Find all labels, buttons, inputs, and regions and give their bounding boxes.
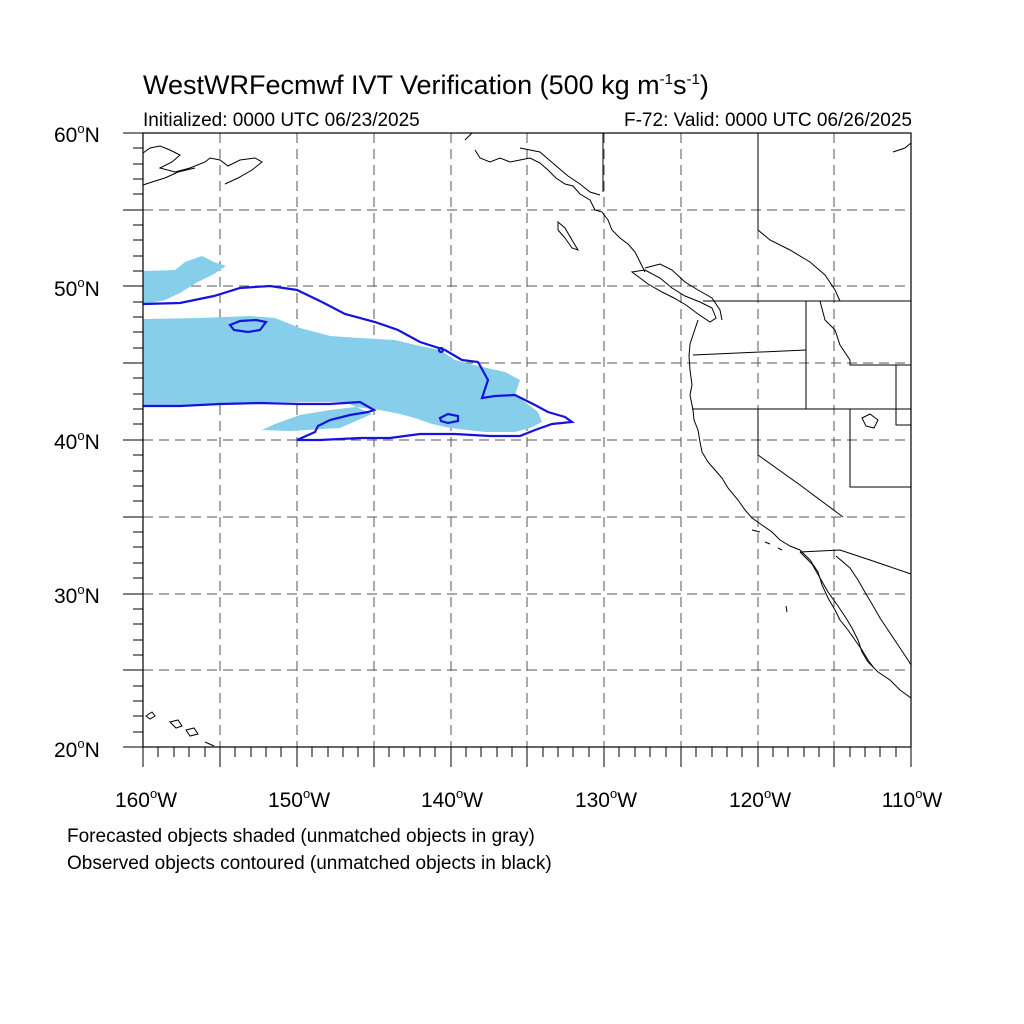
chart-title: WestWRFecmwf IVT Verification (500 kg m-… xyxy=(143,70,709,100)
coastlines xyxy=(142,132,912,747)
mexico-border xyxy=(799,549,912,575)
observed-objects xyxy=(142,284,576,442)
y-tick-label-50n: 50oN xyxy=(54,275,100,301)
mexico-mainland-coast xyxy=(835,555,912,666)
legend-forecast-note: Forecasted objects shaded (unmatched obj… xyxy=(67,826,535,847)
utah-border xyxy=(895,365,911,426)
x-tick-label-110w: 110oW xyxy=(881,786,943,812)
initialized-time: Initialized: 0000 UTC 06/23/2025 xyxy=(143,110,420,131)
alaska-peninsula-coast xyxy=(142,145,263,185)
hawaii-2 xyxy=(169,719,183,729)
x-tick-label-160w: 160oW xyxy=(114,786,178,812)
valid-time: F-72: Valid: 0000 UTC 06/26/2025 xyxy=(624,110,912,131)
montana-border xyxy=(819,300,911,366)
y-tick-label-40n: 40oN xyxy=(54,428,100,454)
observed-object-dot xyxy=(437,346,445,354)
y-tick-label-20n: 20oN xyxy=(54,736,100,762)
forecast-object-north xyxy=(143,256,226,303)
wa-or-border xyxy=(692,349,807,356)
legend-observed-note: Observed objects contoured (unmatched ob… xyxy=(67,853,552,874)
y-axis-ticks xyxy=(123,132,143,748)
lat-lon-grid xyxy=(143,133,911,747)
northeast-corner-coast xyxy=(892,142,912,153)
alaska-gulf-coast xyxy=(464,132,646,273)
x-tick-label-140w: 140oW xyxy=(420,786,484,812)
observed-object-main xyxy=(142,284,576,442)
nevada-border xyxy=(757,409,844,518)
observed-object-small-1 xyxy=(228,318,268,334)
baja-coast xyxy=(799,549,875,669)
hawaii-3 xyxy=(185,727,199,737)
y-tick-label-60n: 60oN xyxy=(54,121,100,147)
observed-object-small-2 xyxy=(438,412,460,425)
queen-charlotte xyxy=(557,220,580,251)
bc-coast xyxy=(644,263,723,321)
alberta-border xyxy=(757,133,841,302)
alaska-panhandle xyxy=(519,147,601,196)
vancouver-island xyxy=(630,269,717,323)
x-axis-ticks xyxy=(142,747,912,767)
az-border xyxy=(849,409,911,488)
x-tick-label-130w: 130oW xyxy=(574,786,638,812)
baja-peninsula xyxy=(799,551,912,699)
forecast-object-main xyxy=(143,316,542,432)
aleutian-coast xyxy=(142,167,196,186)
x-tick-label-150w: 150oW xyxy=(267,786,331,812)
us-west-coast xyxy=(688,319,801,551)
guadalupe-island xyxy=(785,605,788,613)
channel-islands xyxy=(751,529,783,551)
hawaii-1 xyxy=(145,711,156,720)
x-tick-label-120w: 120oW xyxy=(728,786,792,812)
y-tick-label-30n: 30oN xyxy=(54,582,100,608)
great-salt-lake xyxy=(861,413,879,429)
hawaii-4 xyxy=(204,741,215,747)
